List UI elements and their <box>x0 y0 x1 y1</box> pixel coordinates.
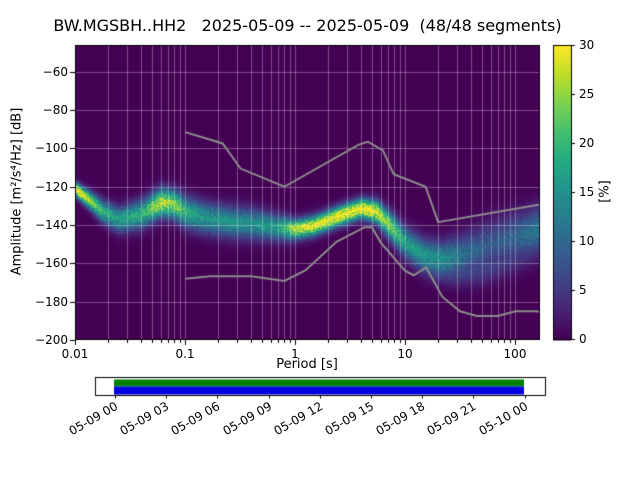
y-tick-label: −60 <box>42 64 68 79</box>
x-tick-label: 0.1 <box>175 347 195 361</box>
y-tick-label: −200 <box>35 333 68 347</box>
y-tick-label: −100 <box>35 141 68 156</box>
colorbar-tick-label: 5 <box>579 283 587 297</box>
colorbar-tick-label: 0 <box>579 332 587 346</box>
colorbar-tick-label: 15 <box>579 185 595 199</box>
y-tick-label: −80 <box>42 103 68 118</box>
x-tick-label: 100 <box>503 347 527 361</box>
colorbar-tick-label: 30 <box>579 38 595 52</box>
y-tick-label: −180 <box>35 294 68 309</box>
x-tick-label: 0.01 <box>61 347 89 361</box>
x-tick-label: 1 <box>291 347 299 361</box>
x-tick-label: 10 <box>397 347 413 361</box>
y-tick-label: −140 <box>35 218 68 233</box>
colorbar-tick-label: 20 <box>579 136 595 150</box>
colorbar-tick-label: 10 <box>579 234 595 248</box>
plot-title: BW.MGSBH..HH2 2025-05-09 -- 2025-05-09 (… <box>53 16 562 35</box>
y-tick-label: −160 <box>35 256 68 271</box>
y-tick-label: −120 <box>35 179 68 194</box>
colorbar-tick-label: 25 <box>579 87 595 101</box>
x-axis-label: Period [s] <box>276 357 338 372</box>
